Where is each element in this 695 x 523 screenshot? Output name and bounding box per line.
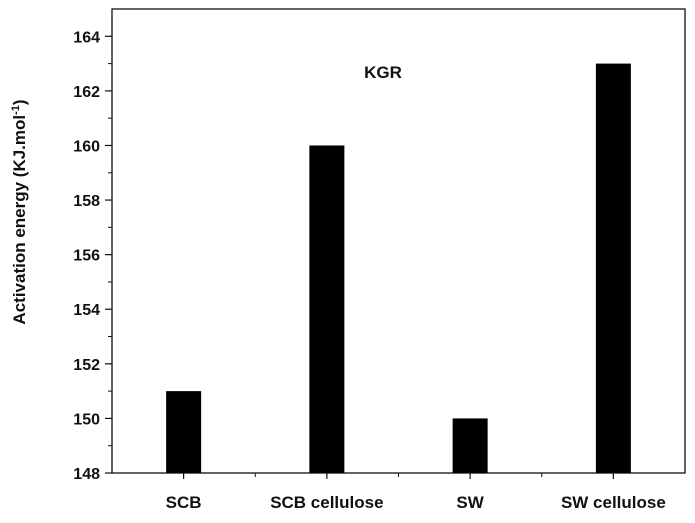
y-tick-label: 150 (73, 411, 100, 428)
y-axis-label: Activation energy (KJ.mol-1) (10, 99, 29, 324)
bar-scb-cellulose (309, 145, 345, 473)
y-axis-label-superscript: -1 (10, 105, 22, 115)
y-tick-label: 148 (73, 466, 100, 483)
y-tick-label: 160 (73, 138, 100, 155)
y-tick-label: 152 (73, 357, 100, 374)
bar-sw (452, 418, 488, 473)
x-tick-label: SW (456, 493, 484, 512)
y-tick-label: 162 (73, 84, 100, 101)
bar-scb (166, 391, 202, 473)
y-tick-label: 164 (73, 29, 100, 46)
x-tick-label: SCB (166, 493, 202, 512)
y-tick-label: 154 (73, 302, 100, 319)
chart-annotation: KGR (364, 63, 402, 82)
y-axis-label-main: Activation energy (KJ.mol (10, 115, 29, 325)
y-tick-label: 158 (73, 193, 100, 210)
y-axis-label-end: ) (10, 99, 29, 105)
x-tick-label: SW cellulose (561, 493, 666, 512)
x-tick-label: SCB cellulose (270, 493, 383, 512)
bar-sw-cellulose (595, 63, 631, 474)
y-tick-label: 156 (73, 248, 100, 265)
